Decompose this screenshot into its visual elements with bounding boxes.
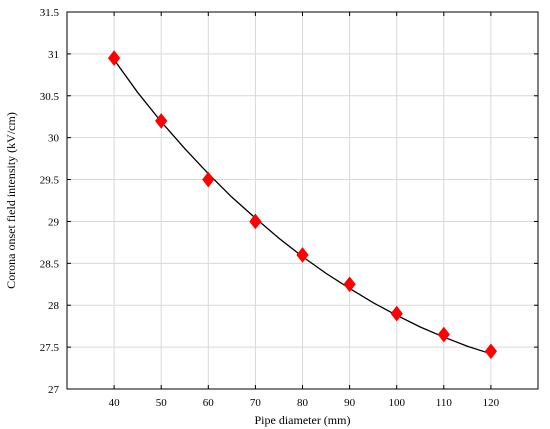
data-points <box>107 50 498 360</box>
x-tick-label: 100 <box>388 397 405 409</box>
x-tick-label: 80 <box>297 397 309 409</box>
y-tick-label: 31.5 <box>40 7 60 19</box>
x-axis-label: Pipe diameter (mm) <box>255 413 351 427</box>
y-tick-label: 28 <box>48 300 60 312</box>
data-point-diamond <box>202 171 215 188</box>
data-point-diamond <box>390 305 403 322</box>
y-tick-label: 28.5 <box>40 258 60 270</box>
x-tick-label: 50 <box>156 397 168 409</box>
axis-ticks: 40 50 60 70 80 90 100 110 120 27 27.5 28 28.5 29 29.5 3… <box>40 7 538 409</box>
data-point-diamond <box>437 326 450 343</box>
y-axis-label: Corona onset field intensity (kV/cm) <box>4 112 18 289</box>
data-point-diamond <box>343 276 356 293</box>
x-tick-label: 60 <box>203 397 215 409</box>
y-tick-label: 31 <box>48 49 59 61</box>
x-tick-label: 40 <box>109 397 121 409</box>
x-tick-label: 120 <box>483 397 500 409</box>
data-point-diamond <box>484 343 498 360</box>
x-tick-label: 110 <box>436 397 453 409</box>
grid <box>67 11 538 390</box>
data-point-diamond <box>107 50 121 66</box>
y-tick-label: 29 <box>48 216 60 228</box>
y-tick-label: 30.5 <box>40 91 60 103</box>
x-tick-label: 70 <box>250 397 262 409</box>
data-point-diamond <box>249 213 262 230</box>
y-tick-label: 30 <box>48 133 60 145</box>
y-tick-label: 29.5 <box>40 175 60 187</box>
y-tick-label: 27.5 <box>40 342 60 354</box>
x-tick-label: 90 <box>344 397 356 409</box>
y-tick-label: 27 <box>48 384 60 396</box>
data-point-diamond <box>155 113 168 129</box>
data-point-diamond <box>296 247 309 263</box>
